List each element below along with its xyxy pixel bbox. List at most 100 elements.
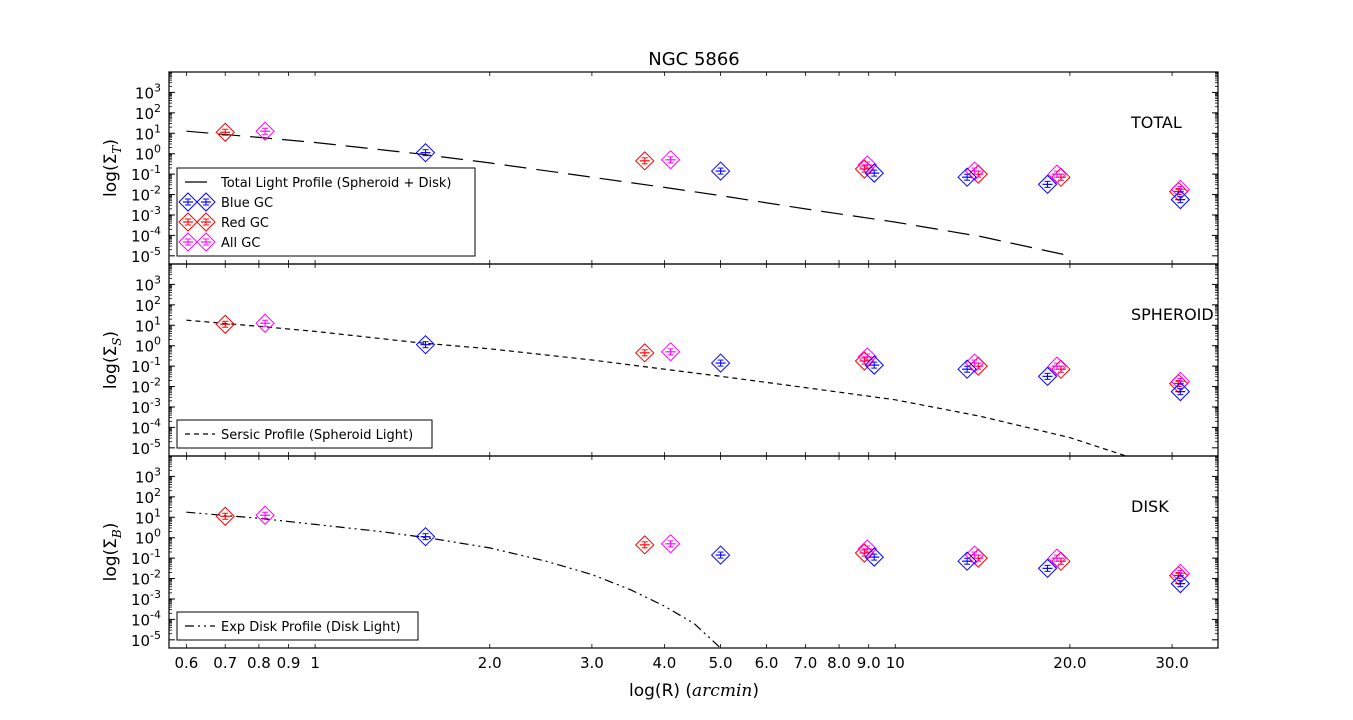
magenta-gc-point [964, 353, 985, 373]
chart-title: NGC 5866 [648, 49, 740, 70]
x-tick-label: 8.0 [827, 654, 851, 672]
red-gc-point [635, 535, 655, 555]
red-gc-point [854, 351, 875, 371]
blue-gc-point [1170, 189, 1191, 210]
blue-gc-point [415, 526, 436, 547]
blue-gc-point [864, 355, 884, 375]
x-tick-label: 4.0 [652, 654, 676, 672]
x-tick-label: 30.0 [1155, 654, 1188, 672]
legend-entry: Sersic Profile (Spheroid Light) [185, 428, 413, 443]
magenta-gc-point [857, 539, 878, 559]
legend: Sersic Profile (Spheroid Light) [176, 419, 433, 449]
y-axis-label-sub: B [110, 529, 124, 539]
legend-label: Sersic Profile (Spheroid Light) [221, 428, 413, 443]
legend-label: Exp Disk Profile (Disk Light) [221, 620, 401, 635]
legend-marker-swatch [178, 232, 198, 252]
blue-gc-point [1170, 381, 1191, 402]
magenta-gc-point [964, 161, 985, 181]
x-tick-label: 6.0 [755, 654, 779, 672]
magenta-gc-point [857, 155, 878, 175]
red-gc-point [854, 543, 875, 563]
profile-line [186, 511, 722, 648]
x-axis-label-text: log(R) ( [629, 681, 692, 701]
y-tick-label: 10-1 [131, 547, 161, 568]
blue-gc-point [864, 163, 884, 183]
x-tick-label: 20.0 [1053, 654, 1086, 672]
magenta-gc-point [660, 150, 681, 170]
legend-label: Total Light Profile (Spheroid + Disk) [220, 176, 451, 191]
blue-gc-point [957, 167, 977, 187]
magenta-gc-point [1047, 356, 1067, 376]
y-axis-label-base: log(Σ [101, 346, 121, 389]
y-tick-label: 10-2 [131, 376, 161, 397]
legend-label: Blue GC [221, 196, 273, 211]
y-tick-label: 10-4 [131, 224, 161, 245]
x-axis-label-math: arcmin [692, 681, 752, 701]
y-axis-label-sub: T [110, 145, 124, 154]
legend: Exp Disk Profile (Disk Light) [176, 611, 419, 641]
profile-line [186, 319, 1127, 456]
blue-gc-point [957, 359, 977, 379]
y-tick-label: 103 [135, 465, 161, 486]
x-tick-label: 1 [310, 654, 320, 672]
y-axis-label-base: log(Σ [101, 538, 121, 581]
blue-gc-point [415, 142, 436, 163]
magenta-gc-point [964, 545, 985, 565]
y-tick-label: 100 [135, 335, 161, 356]
x-axis-label: log(R) (arcmin) [629, 681, 759, 701]
x-axis-label-close: ) [752, 681, 759, 701]
y-axis-label: log(ΣT) [101, 139, 124, 197]
y-axis-label-close: ) [101, 139, 121, 146]
legend-box [176, 611, 419, 641]
y-axis-label: log(ΣS) [101, 331, 124, 389]
y-tick-label: 103 [135, 273, 161, 294]
panels: 10-510-410-310-210-1100101102103log(ΣT)T… [101, 71, 1219, 650]
blue-gc-point [1037, 174, 1058, 195]
y-tick-label: 102 [135, 102, 161, 123]
magenta-gc-point [1047, 164, 1067, 184]
legend-entry: Total Light Profile (Spheroid + Disk) [185, 176, 451, 191]
y-tick-label: 10-5 [131, 245, 161, 266]
red-gc-point [215, 506, 235, 526]
y-tick-label: 10-5 [131, 629, 161, 650]
panel-total: 10-510-410-310-210-1100101102103log(ΣT)T… [101, 71, 1219, 266]
legend-marker-swatch [196, 212, 216, 232]
panel-label: TOTAL [1130, 113, 1182, 132]
red-gc-point [635, 151, 655, 171]
blue-gc-point [864, 547, 884, 567]
blue-gc-point [1170, 573, 1191, 594]
x-tick-label: 0.6 [174, 654, 198, 672]
y-tick-label: 100 [135, 143, 161, 164]
y-axis-label-close: ) [101, 331, 121, 338]
y-tick-label: 10-1 [131, 163, 161, 184]
y-tick-label: 10-2 [131, 184, 161, 205]
x-tick-label: 0.7 [213, 654, 237, 672]
y-tick-label: 101 [135, 314, 161, 335]
y-tick-label: 10-4 [131, 608, 161, 629]
red-gc-point [215, 122, 235, 142]
legend-marker-swatch [196, 232, 216, 252]
y-tick-label: 103 [135, 81, 161, 102]
series-blue-gc [415, 526, 1191, 594]
magenta-gc-point [857, 347, 878, 367]
magenta-gc-point [255, 313, 275, 333]
x-tick-label: 0.8 [247, 654, 271, 672]
blue-gc-point [710, 161, 731, 181]
x-tick-label: 2.0 [478, 654, 502, 672]
legend-entry: Exp Disk Profile (Disk Light) [185, 620, 401, 635]
y-axis-label-base: log(Σ [101, 154, 121, 197]
y-tick-label: 10-2 [131, 568, 161, 589]
y-axis-label-close: ) [101, 523, 121, 530]
panel-label: SPHEROID [1131, 305, 1214, 324]
y-tick-label: 10-4 [131, 416, 161, 437]
y-tick-label: 10-5 [131, 437, 161, 458]
y-tick-label: 10-3 [131, 396, 161, 417]
legend-marker-swatch [178, 212, 198, 232]
panel-label: DISK [1131, 497, 1169, 516]
legend-entry: All GC [178, 232, 260, 252]
red-gc-point [215, 314, 235, 334]
magenta-gc-point [1047, 548, 1067, 568]
y-tick-label: 101 [135, 122, 161, 143]
series-magenta-gc [255, 313, 1191, 392]
